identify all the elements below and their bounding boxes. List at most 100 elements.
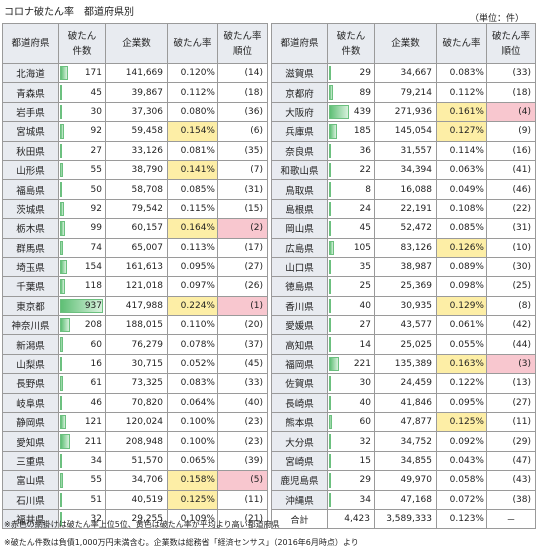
company-count: 38,790: [105, 159, 168, 181]
bankruptcy-count: 22: [327, 159, 375, 181]
count-value: 99: [90, 223, 102, 234]
count-data-bar: [60, 143, 62, 158]
bankruptcy-count: 185: [327, 121, 375, 142]
bankruptcy-rate: 0.058%: [436, 470, 487, 491]
company-count: 79,542: [105, 198, 168, 220]
table-row: 山形県 55 38,790 0.141% (7): [2, 159, 268, 181]
left-table-container: 都道府県 破たん 件数 企業数 破たん率 破たん率 順位 北海道 171 141,669…: [2, 23, 268, 530]
header-bankruptcy-count: 破たん 件数: [327, 23, 375, 64]
bankruptcy-rate: 0.125%: [436, 412, 487, 433]
company-count: 417,988: [105, 295, 168, 317]
count-value: 25: [359, 281, 371, 292]
company-count: 60,157: [105, 218, 168, 239]
rate-rank: (8): [486, 295, 536, 317]
table-row: 和歌山県 22 34,394 0.063% (41): [271, 159, 536, 181]
prefecture-name: 大分県: [271, 431, 328, 452]
prefecture-name: 栃木県: [2, 218, 59, 239]
table-row: 熊本県 60 47,877 0.125% (11): [271, 412, 536, 433]
prefecture-name: 京都府: [271, 82, 328, 103]
prefecture-name: 兵庫県: [271, 121, 328, 142]
count-value: 89: [359, 87, 371, 98]
bankruptcy-rate: 0.080%: [167, 101, 218, 123]
table-row: 鹿児島県 29 49,970 0.058% (43): [271, 470, 536, 491]
company-count: 47,877: [374, 412, 437, 433]
prefecture-name: 高知県: [271, 334, 328, 355]
count-value: 937: [84, 300, 102, 311]
count-data-bar: [329, 182, 331, 197]
bankruptcy-rate: 0.083%: [167, 373, 218, 394]
company-count: 31,557: [374, 140, 437, 161]
count-value: 55: [90, 475, 102, 486]
count-value: 29: [359, 475, 371, 486]
bankruptcy-count: 36: [327, 140, 375, 161]
bankruptcy-count: 208: [58, 315, 106, 336]
bankruptcy-count: 121: [58, 412, 106, 433]
count-data-bar: [60, 240, 63, 255]
table-row: 徳島県 25 25,369 0.098% (25): [271, 276, 536, 297]
count-data-bar: [329, 143, 331, 158]
bankruptcy-count: 45: [58, 82, 106, 103]
count-value: 60: [90, 339, 102, 350]
bankruptcy-rate: 0.161%: [436, 101, 487, 123]
count-data-bar: [329, 221, 331, 236]
count-value: 92: [90, 126, 102, 137]
bankruptcy-count: 51: [58, 489, 106, 510]
rate-rank: (6): [217, 121, 268, 142]
bankruptcy-rate: 0.120%: [167, 62, 218, 84]
company-count: 52,472: [374, 218, 437, 239]
prefecture-name: 岡山県: [271, 218, 328, 239]
rate-rank: (31): [486, 218, 536, 239]
count-value: 16: [90, 359, 102, 370]
header-bankruptcy-rate: 破たん率: [436, 23, 487, 64]
count-value: 32: [359, 436, 371, 447]
total-rank: －: [486, 508, 536, 530]
bankruptcy-rate: 0.097%: [167, 276, 218, 297]
table-row: 長野県 61 73,325 0.083% (33): [2, 373, 268, 394]
count-data-bar: [329, 240, 334, 255]
bankruptcy-rate: 0.114%: [436, 140, 487, 161]
company-count: 59,458: [105, 121, 168, 142]
bankruptcy-rate: 0.092%: [436, 431, 487, 452]
count-data-bar: [60, 104, 62, 120]
count-data-bar: [329, 298, 331, 314]
count-value: 60: [359, 417, 371, 428]
prefecture-name: 東京都: [2, 295, 59, 317]
count-data-bar: [60, 318, 70, 333]
count-value: 439: [353, 106, 371, 117]
company-count: 79,214: [374, 82, 437, 103]
prefecture-name: 埼玉県: [2, 256, 59, 278]
header-row: 都道府県 破たん 件数 企業数 破たん率 破たん率 順位: [271, 23, 536, 64]
bankruptcy-rate: 0.100%: [167, 412, 218, 433]
bankruptcy-count: 92: [58, 198, 106, 220]
company-count: 121,018: [105, 276, 168, 297]
bankruptcy-count: 29: [327, 470, 375, 491]
count-data-bar: [60, 337, 63, 352]
company-count: 34,394: [374, 159, 437, 181]
count-data-bar: [60, 434, 70, 449]
rate-rank: (22): [486, 198, 536, 220]
count-data-bar: [60, 376, 63, 391]
prefecture-name: 島根県: [271, 198, 328, 220]
bankruptcy-rate: 0.089%: [436, 256, 487, 278]
company-count: 24,459: [374, 373, 437, 394]
count-data-bar: [329, 434, 331, 449]
company-count: 83,126: [374, 237, 437, 258]
count-data-bar: [329, 356, 339, 372]
count-value: 14: [359, 339, 371, 350]
count-value: 105: [353, 242, 371, 253]
company-count: 43,577: [374, 315, 437, 336]
rate-rank: (40): [217, 392, 268, 414]
bankruptcy-rate: 0.126%: [436, 237, 487, 258]
header-rate-rank: 破たん率 順位: [217, 23, 268, 64]
count-data-bar: [60, 356, 62, 372]
count-value: 51: [90, 494, 102, 505]
bankruptcy-count: 14: [327, 334, 375, 355]
bankruptcy-count: 60: [58, 334, 106, 355]
left-data-table: 都道府県 破たん 件数 企業数 破たん率 破たん率 順位 北海道 171 141,669…: [2, 23, 268, 530]
prefecture-name: 石川県: [2, 489, 59, 510]
bankruptcy-count: 50: [58, 179, 106, 200]
count-data-bar: [329, 376, 331, 391]
table-row: 東京都 937 417,988 0.224% (1): [2, 295, 268, 317]
count-value: 45: [90, 87, 102, 98]
count-value: 55: [90, 165, 102, 176]
